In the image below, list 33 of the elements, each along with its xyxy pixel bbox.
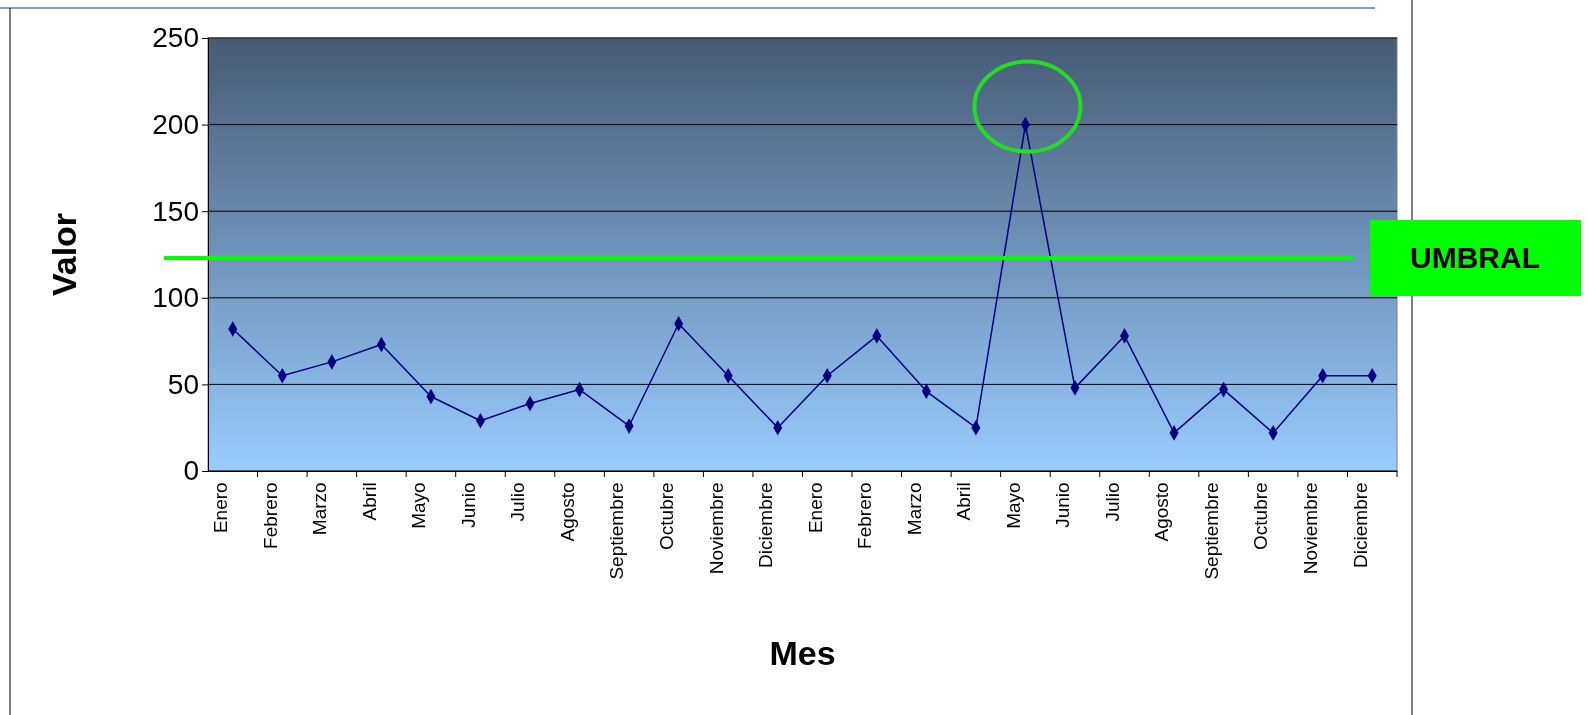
x-tick-label: Septiembre [1200, 482, 1222, 580]
y-tick-label: 200 [152, 109, 199, 141]
x-tick-label: Junio [1052, 482, 1074, 528]
x-tick-label: Marzo [903, 482, 925, 536]
y-tick-label: 0 [183, 455, 199, 487]
x-tick-label: Mayo [408, 482, 430, 529]
y-tick-label: 150 [152, 195, 199, 227]
x-tick-label: Agosto [556, 482, 578, 542]
x-tick-label: Enero [210, 482, 232, 534]
x-axis-title: Mes [769, 634, 836, 672]
x-tick-label: Septiembre [606, 482, 628, 580]
x-tick-label: Febrero [259, 482, 281, 549]
x-tick-label: Mayo [1002, 482, 1024, 529]
y-tick-label: 100 [152, 282, 199, 314]
x-tick-label: Noviembre [705, 482, 727, 575]
x-tick-label: Agosto [1151, 482, 1173, 542]
y-axis-title: Valor [45, 212, 83, 297]
x-tick-label: Noviembre [1299, 482, 1321, 575]
x-tick-label: Diciembre [1349, 482, 1371, 568]
x-tick-label: Octubre [1250, 482, 1272, 550]
x-tick-label: Julio [507, 482, 529, 522]
x-tick-label: Julio [1101, 482, 1123, 522]
x-tick-label: Junio [457, 482, 479, 528]
y-tick-label: 250 [152, 22, 199, 54]
x-tick-label: Enero [804, 482, 826, 534]
ref-line-label: UMBRAL [1410, 240, 1540, 274]
x-tick-label: Marzo [309, 482, 331, 536]
x-tick-label: Abril [953, 482, 975, 521]
x-tick-label: Octubre [655, 482, 677, 550]
x-tick-label: Abril [358, 482, 380, 521]
y-tick-label: 50 [167, 368, 199, 400]
x-tick-label: Diciembre [755, 482, 777, 568]
x-tick-label: Febrero [854, 482, 876, 549]
